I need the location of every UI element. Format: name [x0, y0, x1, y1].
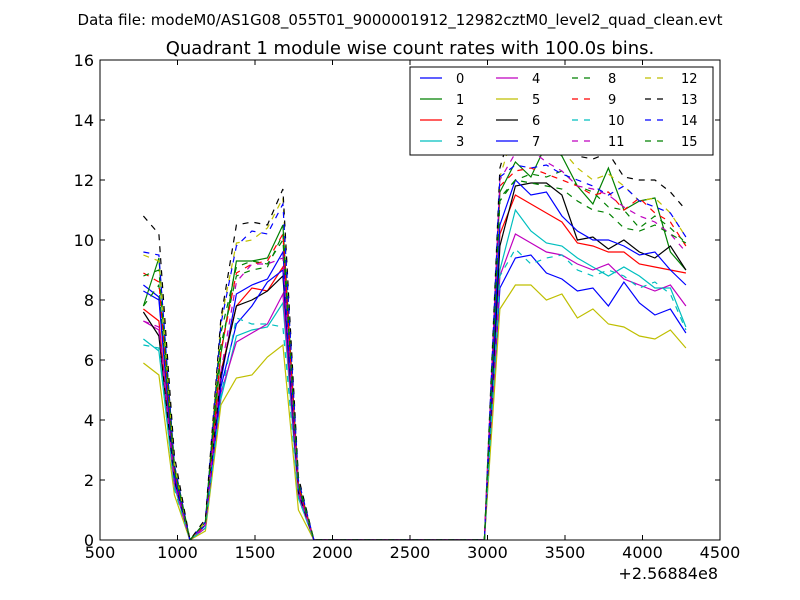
legend-label: 1 [456, 93, 464, 108]
legend-item-8: 8 [572, 72, 616, 87]
legend-item-10: 10 [572, 114, 625, 129]
x-tick-label: 2000 [312, 543, 353, 562]
series-line-11 [143, 149, 687, 540]
x-tick-label: 1500 [235, 543, 276, 562]
y-tick-label: 14 [74, 111, 94, 130]
series-line-9 [143, 167, 687, 540]
x-tick-label: 4000 [622, 543, 663, 562]
y-tick-label: 6 [84, 351, 94, 370]
legend-label: 8 [608, 72, 616, 87]
legend-label: 15 [681, 135, 698, 150]
legend-label: 4 [532, 72, 540, 87]
x-tick-label: 4500 [700, 543, 741, 562]
x-tick-label: 3000 [467, 543, 508, 562]
y-tick-label: 10 [74, 231, 94, 250]
legend-frame [409, 66, 714, 156]
legend-label: 7 [532, 135, 540, 150]
legend-item-6: 6 [496, 114, 540, 129]
chart-title: Quadrant 1 module wise count rates with … [166, 38, 655, 59]
plot-area: 500 1000 1500 2000 2500 3000 3500 4000 4500 0 2 4 6 8… [74, 51, 741, 562]
series-line-14 [143, 164, 687, 540]
y-tick-label: 8 [84, 291, 94, 310]
legend-item-3: 3 [420, 135, 464, 150]
x-tick-label: 1000 [157, 543, 198, 562]
legend-label: 9 [608, 93, 616, 108]
legend-label: 14 [681, 114, 698, 129]
legend-item-11: 11 [572, 135, 625, 150]
series-line-0 [143, 249, 687, 540]
legend-item-0: 0 [420, 72, 464, 87]
legend-label: 6 [532, 114, 540, 129]
legend-item-14: 14 [645, 114, 698, 129]
y-tick-label: 16 [74, 51, 94, 70]
legend-label: 2 [456, 114, 464, 129]
series-lines [142, 112, 687, 540]
series-line-6 [142, 182, 687, 540]
legend-item-4: 4 [496, 72, 540, 87]
y-tick-label: 4 [84, 411, 94, 430]
series-line-1 [142, 143, 687, 540]
legend-item-5: 5 [496, 93, 540, 108]
x-tick-label: 2500 [390, 543, 431, 562]
series-line-8 [142, 170, 687, 540]
series-line-5 [143, 284, 687, 540]
x-axis-offset-label: +2.56884e8 [618, 564, 718, 583]
legend-item-9: 9 [572, 93, 616, 108]
legend-item-1: 1 [420, 93, 464, 108]
legend-label: 12 [681, 72, 698, 87]
series-line-4 [143, 233, 687, 540]
legend-label: 3 [456, 135, 464, 150]
legend-label: 13 [681, 93, 698, 108]
series-line-12 [143, 124, 687, 540]
legend-label: 10 [608, 114, 625, 129]
legend-item-7: 7 [496, 135, 540, 150]
x-tick-label: 500 [85, 543, 116, 562]
series-line-7 [143, 178, 687, 540]
legend-label: 0 [456, 72, 464, 87]
legend-label: 11 [608, 135, 625, 150]
legend-item-13: 13 [645, 93, 698, 108]
series-line-13 [142, 112, 687, 540]
legend-item-12: 12 [645, 72, 698, 87]
y-tick-label: 0 [84, 531, 94, 550]
y-tick-label: 12 [74, 171, 94, 190]
legend-label: 5 [532, 93, 540, 108]
legend-item-2: 2 [420, 114, 464, 129]
y-tick-label: 2 [84, 471, 94, 490]
figure-suptitle: Data file: modeM0/AS1G08_055T01_90000019… [78, 11, 723, 30]
legend-item-15: 15 [645, 135, 698, 150]
x-tick-label: 3500 [545, 543, 586, 562]
